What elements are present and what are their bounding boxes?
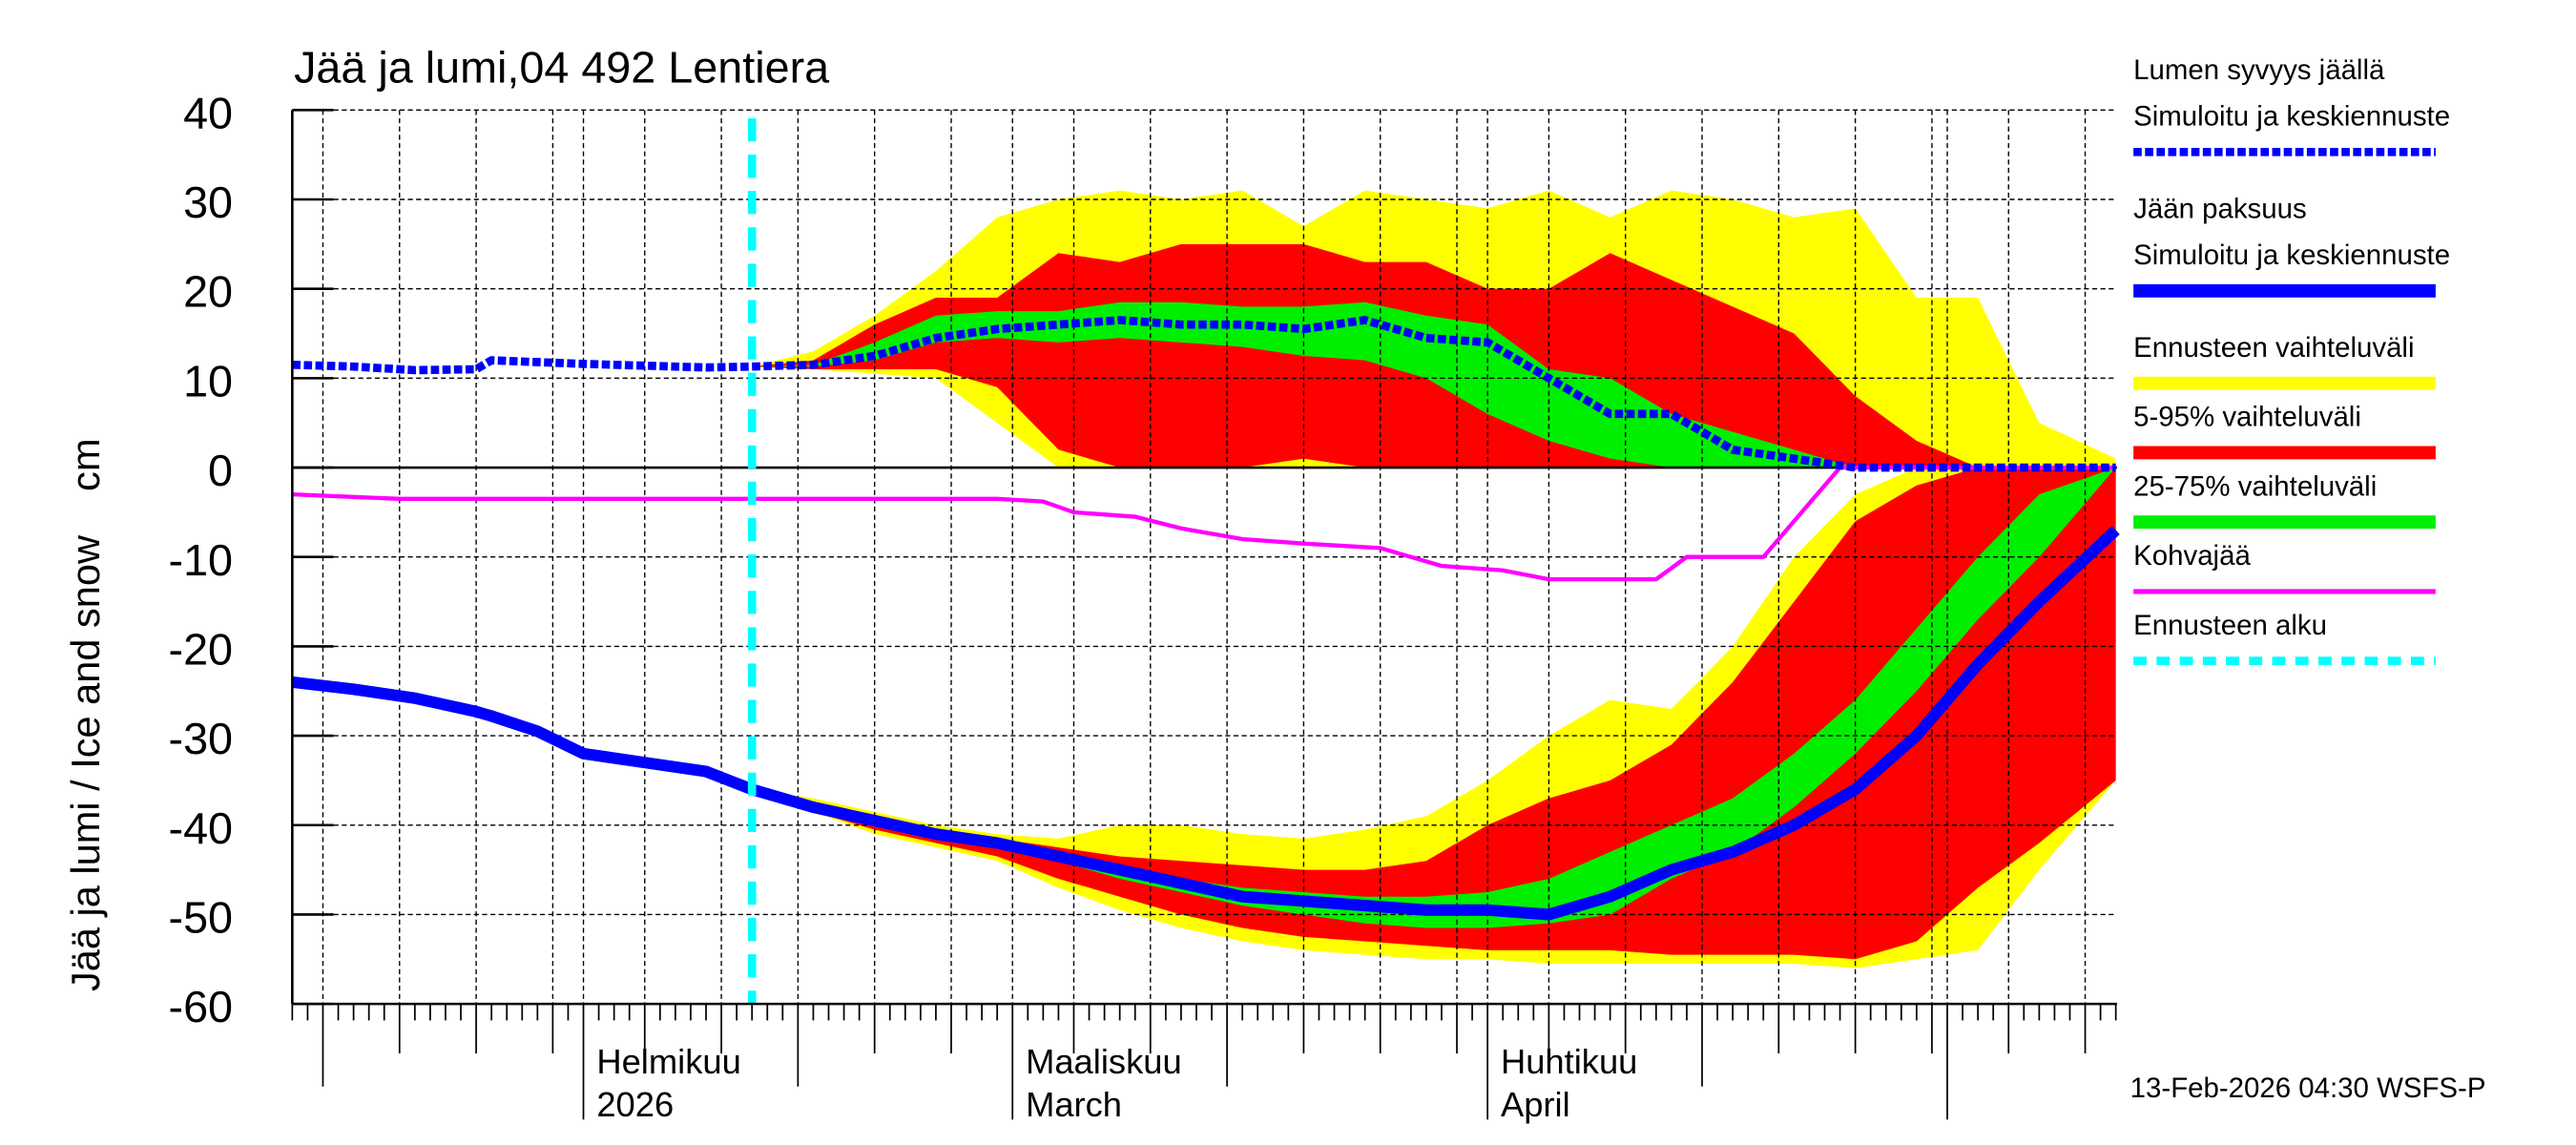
y-axis-label: Jää ja lumi / Ice and snow cm <box>63 438 108 991</box>
slush-ice-line <box>292 465 2116 582</box>
legend-label: 5-95% vaihteluväli <box>2133 402 2361 433</box>
y-tick-label: -20 <box>169 624 234 674</box>
month-label: Maaliskuu <box>1026 1042 1182 1081</box>
y-tick-label: 10 <box>183 356 233 406</box>
ice-5-95-band <box>752 468 2116 960</box>
legend-label: Kohvajää <box>2133 540 2251 572</box>
legend-sublabel: Simuloitu ja keskiennuste <box>2133 101 2450 133</box>
month-sublabel: April <box>1501 1085 1570 1124</box>
y-tick-label: 30 <box>183 177 233 227</box>
y-tick-label: -40 <box>169 803 234 853</box>
ice-forecast-median-line <box>750 526 2120 921</box>
chart-title: Jää ja lumi,04 492 Lentiera <box>294 43 829 93</box>
month-sublabel: 2026 <box>596 1085 674 1124</box>
y-tick-label: 40 <box>183 88 233 137</box>
legend-label: 25-75% vaihteluväli <box>2133 470 2377 502</box>
legend: Lumen syvyys jäällä Simuloitu ja keskienn… <box>2133 54 2450 665</box>
y-tick-label: -30 <box>169 714 234 763</box>
y-tick-label: -50 <box>169 892 234 942</box>
ice-observed-line <box>291 676 755 795</box>
snow-forecast-median-line <box>752 316 2116 472</box>
month-label: Helmikuu <box>596 1042 740 1081</box>
legend-label: Ennusteen alku <box>2133 610 2327 641</box>
legend-label: Jään paksuus <box>2133 194 2307 225</box>
month-sublabel: March <box>1026 1085 1122 1124</box>
timestamp: 13-Feb-2026 04:30 WSFS-P <box>2130 1072 2486 1104</box>
series-lines <box>291 117 2120 1005</box>
snow-observed-line <box>292 356 753 375</box>
legend-label: Ennusteen vaihteluväli <box>2133 332 2414 364</box>
legend-sublabel: Simuloitu ja keskiennuste <box>2133 239 2450 271</box>
axes: 40 30 20 10 0 -10 -20 -30 -40 -50 -60 Helmikuu 2026 M… <box>169 88 2117 1124</box>
y-tick-label: 20 <box>183 267 233 317</box>
y-tick-label: -10 <box>169 535 234 585</box>
y-tick-label: 0 <box>208 446 233 495</box>
ice-25-75-band <box>752 468 2116 928</box>
y-tick-label: -60 <box>169 982 234 1031</box>
month-label: Huhtikuu <box>1501 1042 1637 1081</box>
bands <box>752 190 2116 968</box>
legend-label: Lumen syvyys jäällä <box>2133 54 2385 86</box>
